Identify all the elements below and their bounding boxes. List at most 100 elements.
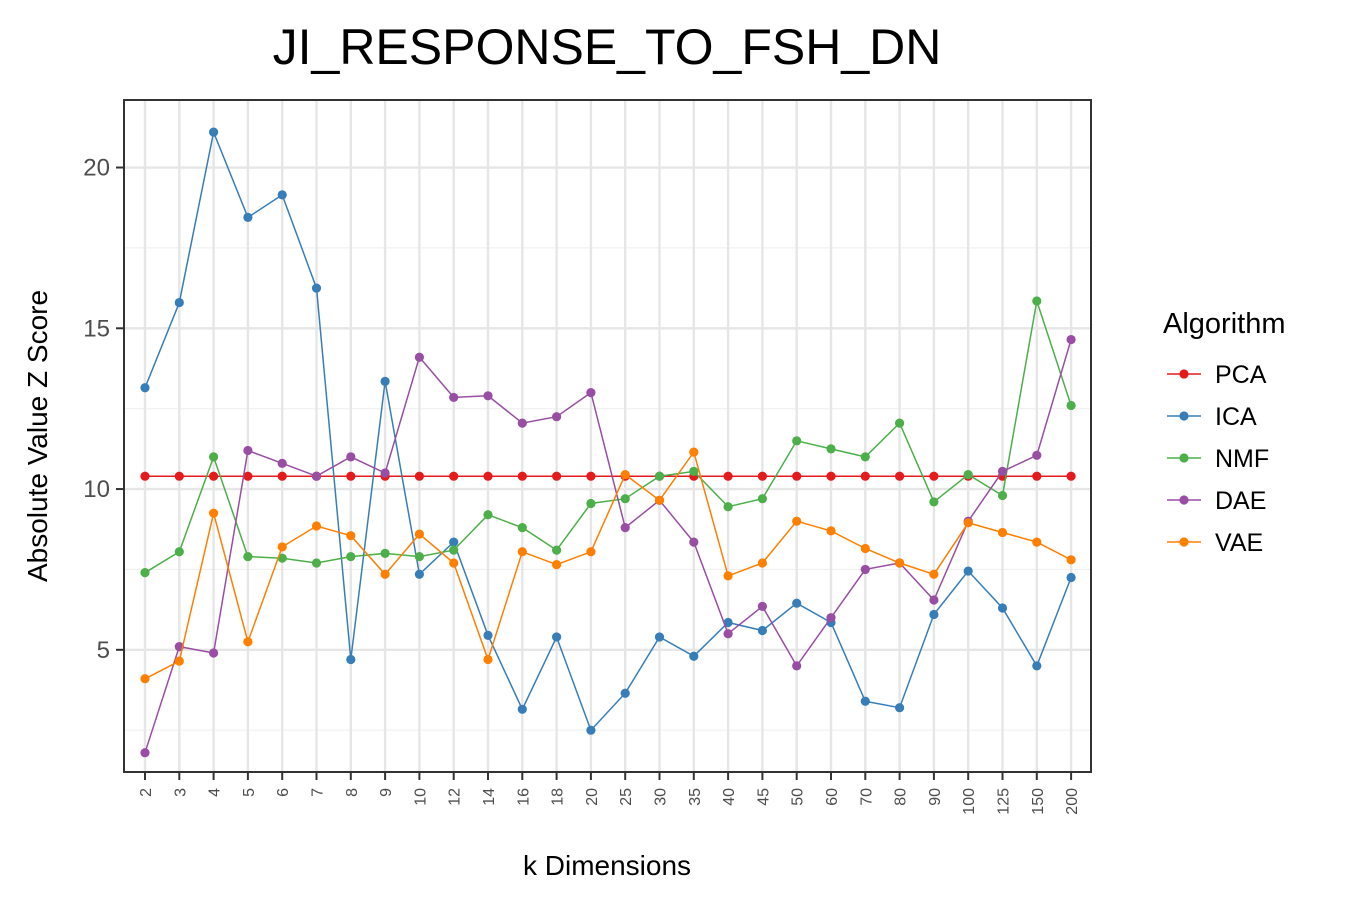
data-point-nmf <box>963 469 973 480</box>
plot-border <box>123 99 1092 773</box>
data-point-pca <box>277 471 287 481</box>
data-point-ica <box>997 603 1008 613</box>
x-tick-label: 4 <box>207 788 224 797</box>
data-point-vae <box>517 547 527 557</box>
data-point-ica <box>929 609 939 620</box>
series-dae <box>140 334 1076 758</box>
data-point-nmf <box>586 498 596 509</box>
data-point-vae <box>174 656 184 666</box>
x-tick-label: 200 <box>1064 788 1081 815</box>
legend-title: Algorithm <box>1163 308 1286 340</box>
data-point-nmf <box>449 545 459 555</box>
data-point-dae <box>689 537 699 547</box>
x-axis: 2 3 4 5 6 7 8 9 10 12 14 16 18 20 25 30 35 40 45 50 60 70 80 90… <box>138 772 1081 815</box>
x-tick-label: 14 <box>481 788 498 806</box>
data-point-pca <box>517 471 527 481</box>
data-point-nmf <box>1032 296 1042 306</box>
data-point-nmf <box>552 545 562 555</box>
x-axis-title: k Dimensions <box>523 850 691 881</box>
x-tick-label: 100 <box>961 788 978 815</box>
data-point-vae <box>380 569 390 579</box>
data-point-dae <box>140 748 150 758</box>
data-point-nmf <box>757 494 768 504</box>
series-nmf <box>140 296 1076 578</box>
data-point-pca <box>1032 471 1042 481</box>
data-point-ica <box>586 725 596 735</box>
data-point-dae <box>380 468 390 478</box>
data-point-dae <box>586 387 596 398</box>
series-line-vae <box>144 450 1072 680</box>
data-point-ica <box>757 625 768 636</box>
data-point-vae <box>792 516 802 526</box>
legend-label: ICA <box>1215 403 1257 431</box>
legend-label: VAE <box>1215 529 1263 557</box>
data-point-vae <box>654 495 665 505</box>
series-layer <box>140 127 1076 758</box>
legend-item-vae: VAE <box>1167 529 1263 557</box>
data-point-ica <box>895 703 905 713</box>
data-point-ica <box>1066 572 1076 583</box>
y-tick-label: 20 <box>83 155 110 182</box>
data-point-dae <box>826 613 836 623</box>
data-point-dae <box>414 352 424 362</box>
data-point-pca <box>586 471 596 481</box>
data-point-vae <box>449 558 459 568</box>
data-point-vae <box>826 526 836 536</box>
data-point-nmf <box>929 497 939 507</box>
data-point-dae <box>860 564 870 575</box>
data-point-pca <box>552 471 562 481</box>
data-point-pca <box>723 471 733 481</box>
y-tick-label: 5 <box>97 637 110 664</box>
data-point-nmf <box>997 490 1008 501</box>
data-point-ica <box>1032 661 1042 671</box>
x-tick-label: 90 <box>927 788 944 806</box>
series-ica <box>140 127 1076 735</box>
data-point-vae <box>895 558 905 568</box>
data-point-ica <box>860 696 870 706</box>
data-point-nmf <box>483 510 493 520</box>
data-point-vae <box>277 542 287 552</box>
x-tick-label: 35 <box>687 788 704 806</box>
data-point-nmf <box>792 436 802 446</box>
x-tick-label: 80 <box>893 788 910 806</box>
data-point-pca <box>483 471 493 481</box>
x-tick-label: 2 <box>138 788 155 797</box>
x-tick-label: 16 <box>515 788 532 806</box>
data-point-ica <box>620 688 630 698</box>
data-point-nmf <box>1066 400 1076 411</box>
x-tick-label: 60 <box>824 788 841 806</box>
data-point-vae <box>723 571 733 581</box>
data-point-dae <box>311 471 322 481</box>
data-point-nmf <box>277 553 287 563</box>
data-point-dae <box>1066 334 1076 345</box>
x-tick-label: 8 <box>344 788 361 797</box>
data-point-ica <box>243 212 253 222</box>
series-line-dae <box>144 339 1072 753</box>
data-point-dae <box>552 412 562 422</box>
data-point-nmf <box>620 494 630 504</box>
data-point-pca <box>792 471 802 481</box>
legend-swatch-point <box>1179 369 1189 379</box>
x-tick-label: 7 <box>310 788 327 797</box>
data-point-vae <box>1066 555 1076 565</box>
data-point-vae <box>483 654 493 665</box>
x-tick-label: 18 <box>550 788 567 806</box>
series-vae <box>140 447 1076 684</box>
data-point-nmf <box>174 547 184 557</box>
x-tick-label: 45 <box>755 788 772 806</box>
data-point-vae <box>209 508 219 518</box>
y-axis-title: Absolute Value Z Score <box>22 290 53 582</box>
data-point-pca <box>929 471 939 481</box>
data-point-ica <box>209 127 219 137</box>
x-tick-label: 5 <box>241 788 258 797</box>
legend: Algorithm PCA ICA NMF DAE VAE <box>1163 308 1286 557</box>
data-point-nmf <box>346 551 356 562</box>
data-point-vae <box>997 527 1008 538</box>
data-point-dae <box>449 392 459 403</box>
y-tick-label: 15 <box>83 315 110 342</box>
data-point-ica <box>654 632 665 642</box>
data-point-pca <box>414 471 424 481</box>
x-tick-label: 3 <box>172 788 189 797</box>
data-point-vae <box>1032 537 1042 547</box>
data-point-pca <box>243 471 253 481</box>
